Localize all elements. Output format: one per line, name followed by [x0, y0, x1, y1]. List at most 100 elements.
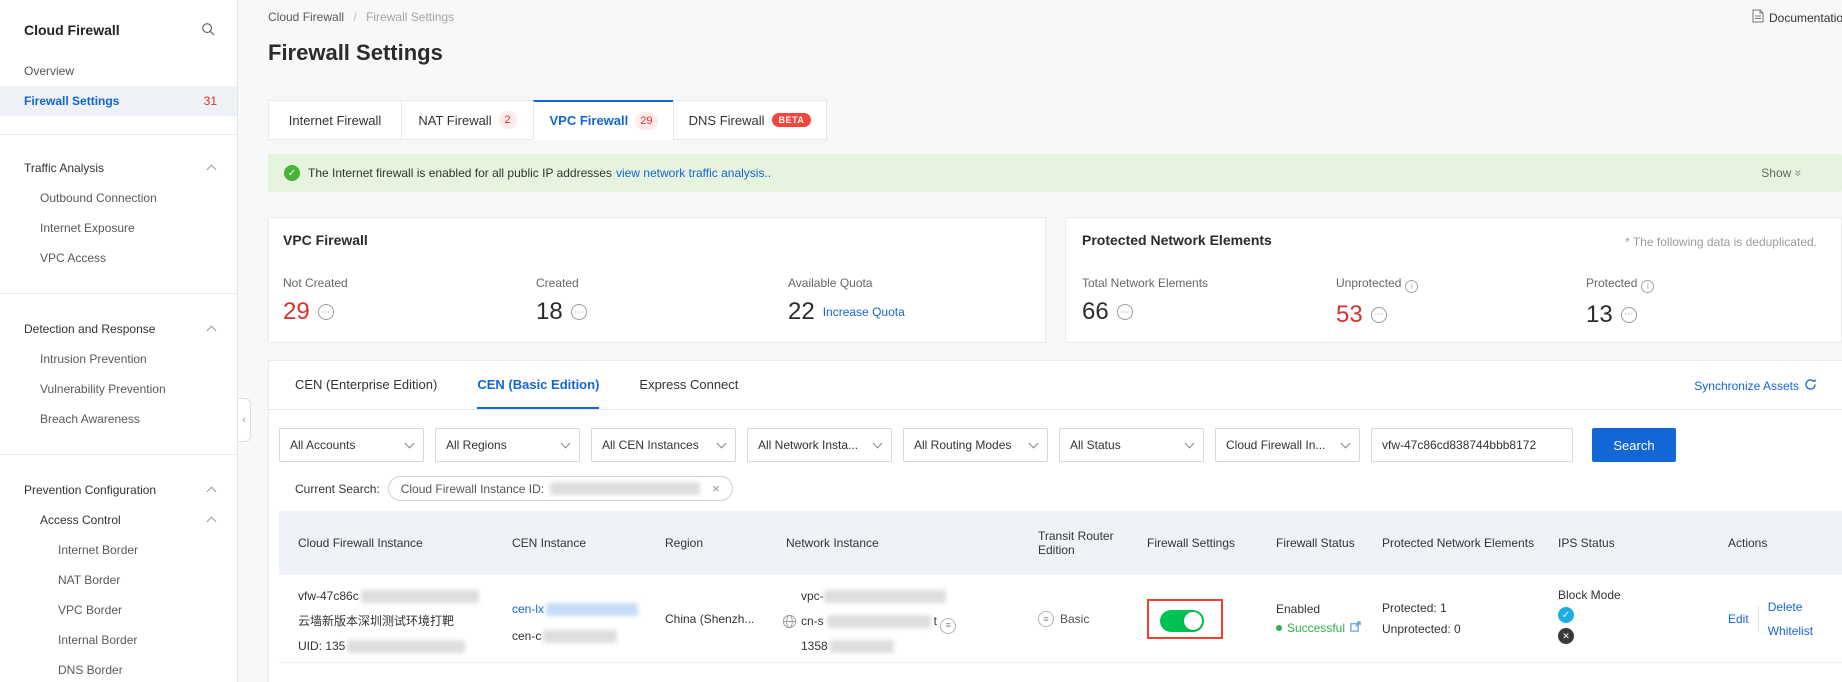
chevron-down-icon — [716, 438, 727, 449]
sidebar-item-dns-border[interactable]: DNS Border — [58, 663, 123, 677]
ips-disabled-cross-icon: ✕ — [1558, 628, 1574, 644]
banner-show-toggle[interactable]: Show » — [1761, 166, 1806, 180]
refresh-icon — [1804, 378, 1817, 394]
sidebar-item-vpc-border[interactable]: VPC Border — [58, 603, 123, 617]
stat-available-quota: Available Quota 22 Increase Quota — [788, 276, 905, 325]
redacted-value — [826, 615, 931, 629]
sidebar: Cloud Firewall Overview Firewall Setting… — [0, 0, 238, 682]
table-header: Cloud Firewall Instance CEN Instance Reg… — [279, 511, 1842, 575]
edit-action[interactable]: Edit — [1728, 611, 1749, 626]
ellipsis-icon[interactable]: ⋯ — [317, 304, 334, 320]
dedup-note: * The following data is deduplicated. — [1625, 235, 1817, 249]
redacted-value — [550, 482, 701, 495]
instance-id-search-input[interactable] — [1371, 428, 1573, 462]
list-circle-icon[interactable]: ≡ — [940, 617, 957, 634]
document-icon — [1752, 9, 1764, 26]
sidebar-header: Cloud Firewall — [0, 0, 237, 44]
tab-cen-basic[interactable]: CEN (Basic Edition) — [477, 361, 600, 409]
breadcrumb-root[interactable]: Cloud Firewall — [268, 10, 345, 24]
sidebar-collapse-handle[interactable]: ‹ — [238, 398, 251, 442]
whitelist-action[interactable]: Whitelist — [1767, 623, 1814, 638]
filter-routing-modes-dropdown[interactable]: All Routing Modes — [903, 428, 1048, 462]
cell-protected-elements: Protected: 1 Unprotected: 0 — [1382, 601, 1461, 636]
tab-internet-firewall[interactable]: Internet Firewall — [268, 100, 402, 140]
sidebar-item-internet-exposure[interactable]: Internet Exposure — [40, 221, 135, 235]
sidebar-group-access-control[interactable]: Access Control — [0, 505, 237, 535]
tab-vpc-firewall[interactable]: VPC Firewall 29 — [533, 100, 674, 140]
sidebar-item-vpc-access[interactable]: VPC Access — [40, 251, 107, 265]
info-icon[interactable]: i — [1405, 279, 1419, 293]
ips-enabled-check-icon: ✓ — [1558, 607, 1574, 623]
redacted-value — [829, 640, 894, 654]
sidebar-item-intrusion-prevention[interactable]: Intrusion Prevention — [40, 352, 147, 366]
view-traffic-analysis-link[interactable]: view network traffic analysis.. — [615, 166, 772, 180]
redacted-value — [543, 630, 618, 644]
page-title: Firewall Settings — [268, 40, 443, 65]
current-search-label: Current Search: — [295, 481, 380, 496]
cell-firewall-status: Enabled Successful — [1270, 575, 1376, 662]
firewall-toggle[interactable] — [1160, 610, 1204, 632]
tab-express-connect[interactable]: Express Connect — [639, 376, 739, 392]
sidebar-item-outbound-connection[interactable]: Outbound Connection — [40, 191, 157, 205]
firewall-tabs: Internet Firewall NAT Firewall 2 VPC Fir… — [268, 100, 827, 140]
delete-action[interactable]: Delete — [1767, 599, 1803, 614]
filter-status-dropdown[interactable]: All Status — [1059, 428, 1204, 462]
sidebar-item-internal-border[interactable]: Internal Border — [58, 633, 138, 647]
filter-regions-dropdown[interactable]: All Regions — [435, 428, 580, 462]
edition-icon: ≡ — [1038, 610, 1054, 627]
sidebar-item-firewall-settings[interactable]: Firewall Settings 31 — [0, 86, 237, 116]
external-link-icon[interactable] — [1350, 621, 1361, 635]
cell-transit-router-edition: ≡ Basic — [1032, 575, 1141, 662]
redacted-value — [546, 603, 639, 617]
search-button[interactable]: Search — [1592, 428, 1676, 462]
increase-quota-link[interactable]: Increase Quota — [822, 305, 905, 319]
instance-name: 云墙新版本深圳测试环境打靶 — [298, 614, 455, 628]
chevron-down-icon — [560, 438, 571, 449]
protected-card-title: Protected Network Elements — [1082, 232, 1272, 248]
sidebar-group-detection-response[interactable]: Detection and Response — [0, 314, 237, 344]
ellipsis-icon[interactable]: ⋯ — [1620, 306, 1637, 323]
sidebar-item-breach-awareness[interactable]: Breach Awareness — [40, 412, 140, 426]
stat-protected: Protected i 13 ⋯ — [1586, 276, 1655, 329]
info-icon[interactable]: i — [1641, 279, 1655, 293]
sidebar-item-overview[interactable]: Overview — [24, 64, 75, 78]
tab-dns-firewall[interactable]: DNS Firewall BETA — [673, 100, 827, 140]
documentation-link[interactable]: Documentation — [1752, 9, 1842, 26]
stat-not-created: Not Created 29 ⋯ — [283, 276, 348, 325]
action-divider — [1757, 605, 1759, 632]
check-circle-icon: ✓ — [284, 165, 300, 181]
quota-value: 22 — [788, 298, 815, 325]
vpc-firewall-panel: CEN (Enterprise Edition) CEN (Basic Edit… — [268, 360, 1842, 682]
ellipsis-icon[interactable]: ⋯ — [570, 304, 587, 320]
sidebar-group-prevention-configuration[interactable]: Prevention Configuration — [0, 475, 237, 505]
filter-search-type-dropdown[interactable]: Cloud Firewall In... — [1215, 428, 1360, 462]
filter-accounts-dropdown[interactable]: All Accounts — [279, 428, 424, 462]
close-icon[interactable]: × — [712, 481, 720, 496]
ellipsis-icon[interactable]: ⋯ — [1116, 304, 1133, 320]
vpc-card-title: VPC Firewall — [283, 232, 368, 248]
status-successful: Successful — [1276, 621, 1370, 635]
status-dot — [1276, 625, 1282, 631]
chevron-double-down-icon: » — [1791, 169, 1806, 177]
sidebar-item-vulnerability-prevention[interactable]: Vulnerability Prevention — [40, 382, 166, 396]
breadcrumb-current: Firewall Settings — [366, 10, 455, 24]
sidebar-divider — [0, 293, 237, 294]
sidebar-item-nat-border[interactable]: NAT Border — [58, 573, 121, 587]
tab-cen-enterprise[interactable]: CEN (Enterprise Edition) — [295, 376, 438, 392]
tab-nat-firewall[interactable]: NAT Firewall 2 — [401, 100, 534, 140]
ellipsis-icon[interactable]: ⋯ — [1370, 306, 1387, 323]
chevron-down-icon — [1028, 438, 1039, 449]
sidebar-divider — [0, 454, 237, 455]
synchronize-assets-link[interactable]: Synchronize Assets — [1694, 361, 1817, 410]
sidebar-group-traffic-analysis[interactable]: Traffic Analysis — [0, 153, 237, 183]
filter-cen-instances-dropdown[interactable]: All CEN Instances — [591, 428, 736, 462]
sidebar-item-internet-border[interactable]: Internet Border — [58, 543, 139, 557]
filter-network-instances-dropdown[interactable]: All Network Insta... — [747, 428, 892, 462]
search-icon[interactable] — [201, 22, 215, 39]
not-created-value: 29 — [283, 298, 310, 325]
beta-badge: BETA — [771, 113, 812, 127]
cen-instance-link[interactable]: cen-lx — [512, 602, 545, 616]
cell-network-instance: vpc- cn-s t ≡ 1358 — [780, 575, 1032, 662]
globe-icon — [782, 613, 797, 638]
